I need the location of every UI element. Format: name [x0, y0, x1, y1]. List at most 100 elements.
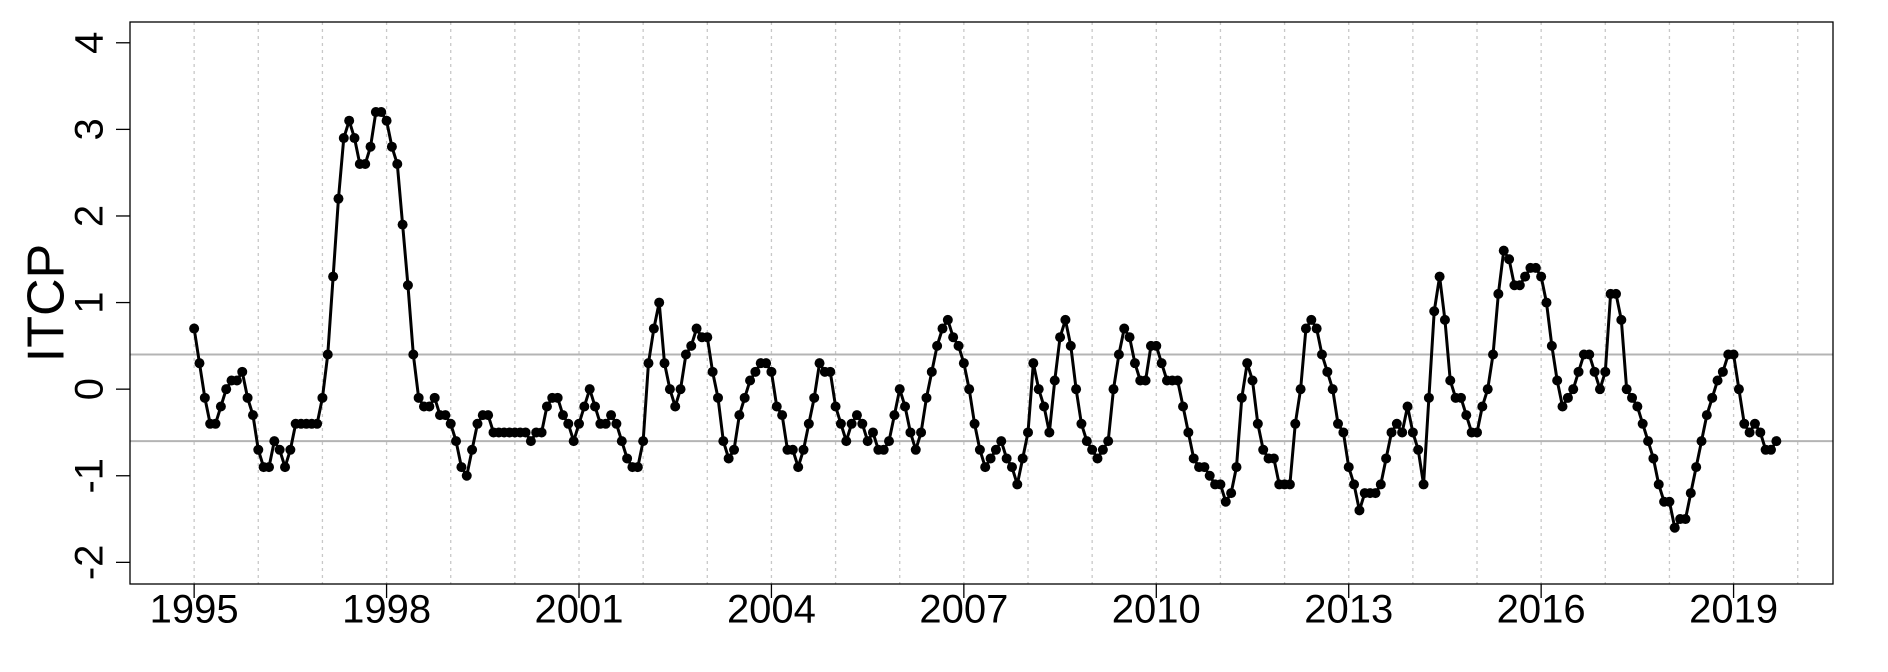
data-point — [659, 358, 670, 369]
x-tick-label: 2016 — [1497, 588, 1586, 632]
x-tick-label: 2010 — [1112, 588, 1201, 632]
data-point — [1568, 384, 1579, 395]
data-point — [1199, 462, 1210, 473]
data-point — [1717, 366, 1728, 377]
data-point — [1381, 453, 1392, 464]
x-tick-label: 1995 — [150, 588, 239, 632]
data-point — [1493, 288, 1504, 299]
data-point — [1017, 453, 1028, 464]
data-point — [520, 427, 531, 438]
x-tick-label: 2013 — [1304, 588, 1393, 632]
data-point — [1600, 366, 1611, 377]
data-point — [1498, 245, 1509, 256]
data-point — [1728, 349, 1739, 360]
data-point — [953, 340, 964, 351]
data-point — [451, 436, 462, 447]
data-point — [1407, 427, 1418, 438]
data-point — [1124, 332, 1135, 343]
data-point — [1375, 479, 1386, 490]
data-point — [1664, 496, 1675, 507]
data-point — [1461, 410, 1472, 421]
data-point — [1616, 314, 1627, 325]
data-point — [1103, 436, 1114, 447]
data-point — [1739, 418, 1750, 429]
data-point — [787, 444, 798, 455]
data-point — [1226, 488, 1237, 499]
x-tick-label: 2007 — [919, 588, 1008, 632]
data-point — [1306, 314, 1317, 325]
plot-frame — [129, 21, 1834, 585]
data-point — [632, 462, 643, 473]
data-point — [1669, 522, 1680, 533]
data-point — [312, 418, 323, 429]
data-point — [456, 462, 467, 473]
data-point — [1129, 358, 1140, 369]
data-point — [1242, 358, 1253, 369]
data-point — [648, 323, 659, 334]
data-point — [948, 332, 959, 343]
data-point — [467, 444, 478, 455]
y-tick-label: 3 — [68, 118, 112, 140]
data-point — [654, 297, 665, 308]
data-point — [365, 141, 376, 152]
data-point — [1771, 436, 1782, 447]
data-point — [1594, 384, 1605, 395]
data-point — [338, 133, 349, 144]
data-point — [1637, 418, 1648, 429]
data-point — [1220, 496, 1231, 507]
data-point — [429, 392, 440, 403]
data-point — [809, 392, 820, 403]
data-point — [1557, 401, 1568, 412]
data-point — [1333, 418, 1344, 429]
data-point — [1087, 444, 1098, 455]
data-point — [793, 462, 804, 473]
data-point — [525, 436, 536, 447]
data-point — [381, 115, 392, 126]
data-point — [1055, 332, 1066, 343]
data-point — [1573, 366, 1584, 377]
data-point — [1049, 375, 1060, 386]
data-point — [1231, 462, 1242, 473]
data-point — [1514, 280, 1525, 291]
data-point — [552, 392, 563, 403]
data-point — [964, 384, 975, 395]
data-point — [664, 384, 675, 395]
data-point — [600, 418, 611, 429]
data-point — [328, 271, 339, 282]
data-point — [638, 436, 649, 447]
data-point — [1033, 384, 1044, 395]
data-point — [846, 418, 857, 429]
data-point — [1712, 375, 1723, 386]
data-point — [1504, 254, 1515, 265]
data-point — [1081, 436, 1092, 447]
data-point — [1749, 418, 1760, 429]
y-tick-label: 4 — [68, 32, 112, 54]
data-point — [1584, 349, 1595, 360]
data-point — [745, 375, 756, 386]
data-point — [606, 410, 617, 421]
data-point — [231, 375, 242, 386]
data-point — [1284, 479, 1295, 490]
data-point — [996, 436, 1007, 447]
data-point — [718, 436, 729, 447]
data-point — [247, 410, 258, 421]
data-point — [878, 444, 889, 455]
data-point — [729, 444, 740, 455]
data-point — [1482, 384, 1493, 395]
data-point — [894, 384, 905, 395]
data-point — [643, 358, 654, 369]
data-point — [424, 401, 435, 412]
data-point — [851, 410, 862, 421]
data-point — [622, 453, 633, 464]
y-tick-label: 2 — [68, 205, 112, 227]
data-point — [825, 366, 836, 377]
y-tick-label: 1 — [68, 291, 112, 313]
data-point — [1589, 366, 1600, 377]
y-tick-label: -2 — [68, 545, 112, 581]
data-point — [199, 392, 210, 403]
data-point — [1691, 462, 1702, 473]
data-point — [1258, 444, 1269, 455]
data-point — [1322, 366, 1333, 377]
